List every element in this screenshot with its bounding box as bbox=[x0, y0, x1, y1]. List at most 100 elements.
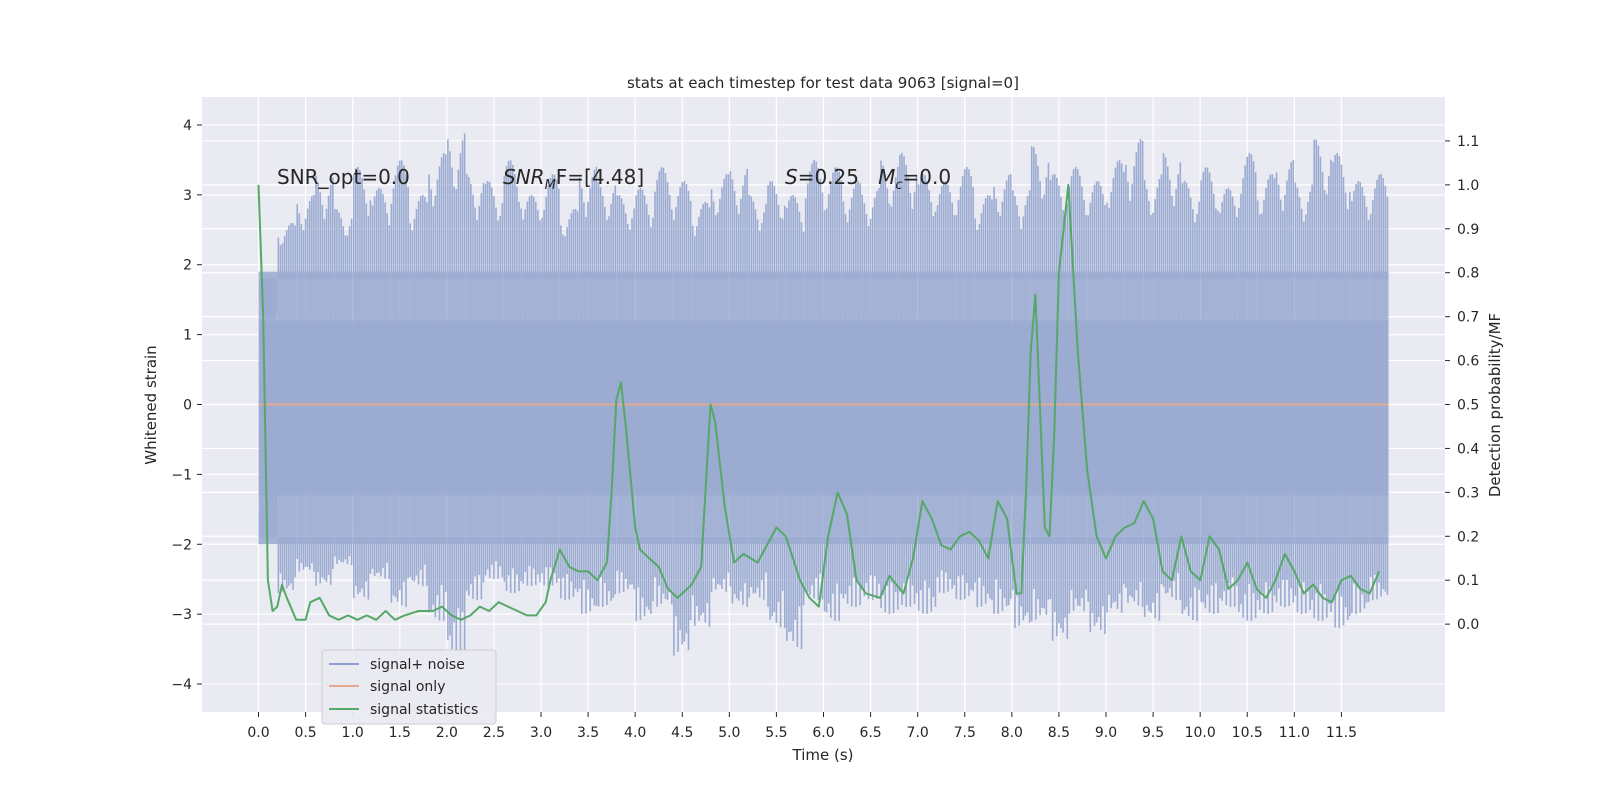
y-left-tick-label: 1 bbox=[183, 328, 192, 344]
noise-mid-band bbox=[691, 271, 711, 545]
x-tick-label: 11.0 bbox=[1279, 725, 1310, 741]
x-tick-label: 10.0 bbox=[1185, 725, 1216, 741]
y-left-tick-label: 0 bbox=[183, 398, 192, 414]
noise-mid-band bbox=[936, 271, 956, 545]
y-axis-right-label: Detection probability/MF bbox=[1486, 313, 1504, 497]
noise-mid-band bbox=[1369, 271, 1389, 545]
x-tick-label: 4.0 bbox=[624, 725, 646, 741]
annotation-mc-symbol: M bbox=[878, 165, 895, 189]
y-axis-left-label: Whitened strain bbox=[142, 345, 160, 464]
y-right-tick-label: 1.1 bbox=[1457, 134, 1479, 150]
noise-mid-band bbox=[861, 271, 880, 545]
noise-mid-band bbox=[1068, 271, 1088, 545]
y-right-tick-label: 1.0 bbox=[1457, 178, 1479, 194]
x-tick-label: 7.0 bbox=[907, 725, 929, 741]
y-left-tick-label: −4 bbox=[171, 677, 192, 693]
y-right-tick-label: 0.1 bbox=[1457, 573, 1479, 589]
noise-mid-band bbox=[710, 271, 730, 545]
noise-mid-band bbox=[465, 271, 485, 545]
annotation-snr-subscript: M bbox=[545, 178, 556, 193]
annotation-mc-value: =0.0 bbox=[903, 165, 952, 189]
annotation-s-mc: S=0.25 Mc=0.0 bbox=[785, 165, 951, 193]
noise-mid-band bbox=[1181, 271, 1201, 545]
noise-mid-band bbox=[371, 271, 391, 545]
series-layer bbox=[257, 133, 1389, 657]
y-left-tick-label: 3 bbox=[183, 188, 192, 204]
x-tick-label: 9.5 bbox=[1142, 725, 1164, 741]
noise-mid-band bbox=[390, 271, 410, 545]
y-right-tick-label: 0.3 bbox=[1457, 485, 1479, 501]
y-right-tick-label: 0.0 bbox=[1457, 617, 1479, 633]
x-tick-label: 3.0 bbox=[530, 725, 552, 741]
series-signal-noise bbox=[258, 133, 1389, 657]
noise-mid-band bbox=[333, 271, 353, 545]
noise-mid-band bbox=[597, 271, 617, 545]
y-left-tick-label: 4 bbox=[183, 118, 192, 134]
x-tick-label: 8.5 bbox=[1048, 725, 1070, 741]
x-tick-label: 8.0 bbox=[1001, 725, 1023, 741]
noise-mid-band bbox=[767, 271, 786, 545]
noise-mid-band bbox=[1313, 271, 1332, 545]
y-right-tick-label: 0.5 bbox=[1457, 398, 1479, 414]
noise-mid-band bbox=[955, 271, 975, 545]
annotation-s-value: =0.25 bbox=[798, 165, 878, 189]
noise-mid-band bbox=[1162, 271, 1182, 545]
x-tick-label: 1.5 bbox=[389, 725, 411, 741]
legend-label-signal-only: signal only bbox=[370, 679, 445, 695]
noise-mid-band bbox=[1350, 271, 1370, 545]
y-left-tick-label: −1 bbox=[171, 467, 192, 483]
noise-mid-band bbox=[1087, 271, 1106, 545]
y-left-tick-label: −3 bbox=[171, 607, 192, 623]
legend-label-signal-noise: signal+ noise bbox=[370, 657, 465, 673]
x-tick-label: 7.5 bbox=[954, 725, 976, 741]
noise-mid-band bbox=[1275, 271, 1295, 545]
noise-mid-band bbox=[352, 271, 372, 545]
x-tick-label: 0.0 bbox=[247, 725, 269, 741]
annotation-mc-subscript: c bbox=[895, 178, 902, 193]
noise-mid-band bbox=[484, 271, 504, 545]
y-left-tick-label: −2 bbox=[171, 537, 192, 553]
chart-title: stats at each timestep for test data 906… bbox=[627, 74, 1019, 92]
x-tick-label: 1.0 bbox=[342, 725, 364, 741]
noise-mid-band bbox=[672, 271, 692, 545]
noise-mid-band bbox=[503, 271, 523, 545]
noise-mid-band bbox=[1294, 271, 1314, 545]
y-right-tick-label: 0.8 bbox=[1457, 266, 1479, 282]
noise-mid-band bbox=[1106, 271, 1125, 545]
noise-mid-band bbox=[578, 271, 598, 545]
noise-mid-band bbox=[296, 271, 315, 545]
noise-mid-band bbox=[635, 271, 654, 545]
noise-mid-band bbox=[446, 271, 466, 545]
noise-mid-band bbox=[804, 271, 824, 545]
noise-mid-band bbox=[277, 271, 297, 545]
x-tick-label: 5.0 bbox=[718, 725, 740, 741]
noise-mid-band bbox=[1143, 271, 1163, 545]
x-tick-label: 0.5 bbox=[294, 725, 316, 741]
noise-mid-band bbox=[748, 271, 767, 545]
annotation-s-symbol: S bbox=[785, 165, 798, 189]
annotation-snr-mf: SNRMF=[4.48] bbox=[503, 165, 644, 193]
x-tick-label: 10.5 bbox=[1232, 725, 1263, 741]
x-tick-label: 4.5 bbox=[671, 725, 693, 741]
noise-mid-band bbox=[842, 271, 862, 545]
noise-mid-band bbox=[1332, 271, 1351, 545]
annotation-snr-opt: SNR_opt=0.0 bbox=[277, 165, 410, 189]
noise-mid-band bbox=[315, 271, 334, 545]
noise-mid-band bbox=[1124, 271, 1144, 545]
noise-mid-band bbox=[409, 271, 428, 545]
noise-mid-band bbox=[428, 271, 447, 545]
x-axis-label: Time (s) bbox=[792, 746, 854, 764]
legend-label-signal-statistics: signal statistics bbox=[370, 702, 478, 718]
x-tick-label: 5.5 bbox=[765, 725, 787, 741]
x-tick-label: 6.0 bbox=[812, 725, 834, 741]
noise-mid-band bbox=[823, 271, 843, 545]
ticks: 0.0 0.5 1.0 1.5 2.0 2.5 3.0 3.5 4.0 4.5 5.0 5.5 6.0 6… bbox=[171, 118, 1479, 741]
noise-mid-band bbox=[541, 271, 560, 545]
x-tick-label: 11.5 bbox=[1326, 725, 1357, 741]
annotation-snr-symbol: SNR bbox=[503, 165, 545, 189]
noise-mid-band bbox=[1049, 271, 1069, 545]
y-right-tick-label: 0.4 bbox=[1457, 441, 1479, 457]
y-right-tick-label: 0.2 bbox=[1457, 529, 1479, 545]
noise-mid-band bbox=[559, 271, 579, 545]
